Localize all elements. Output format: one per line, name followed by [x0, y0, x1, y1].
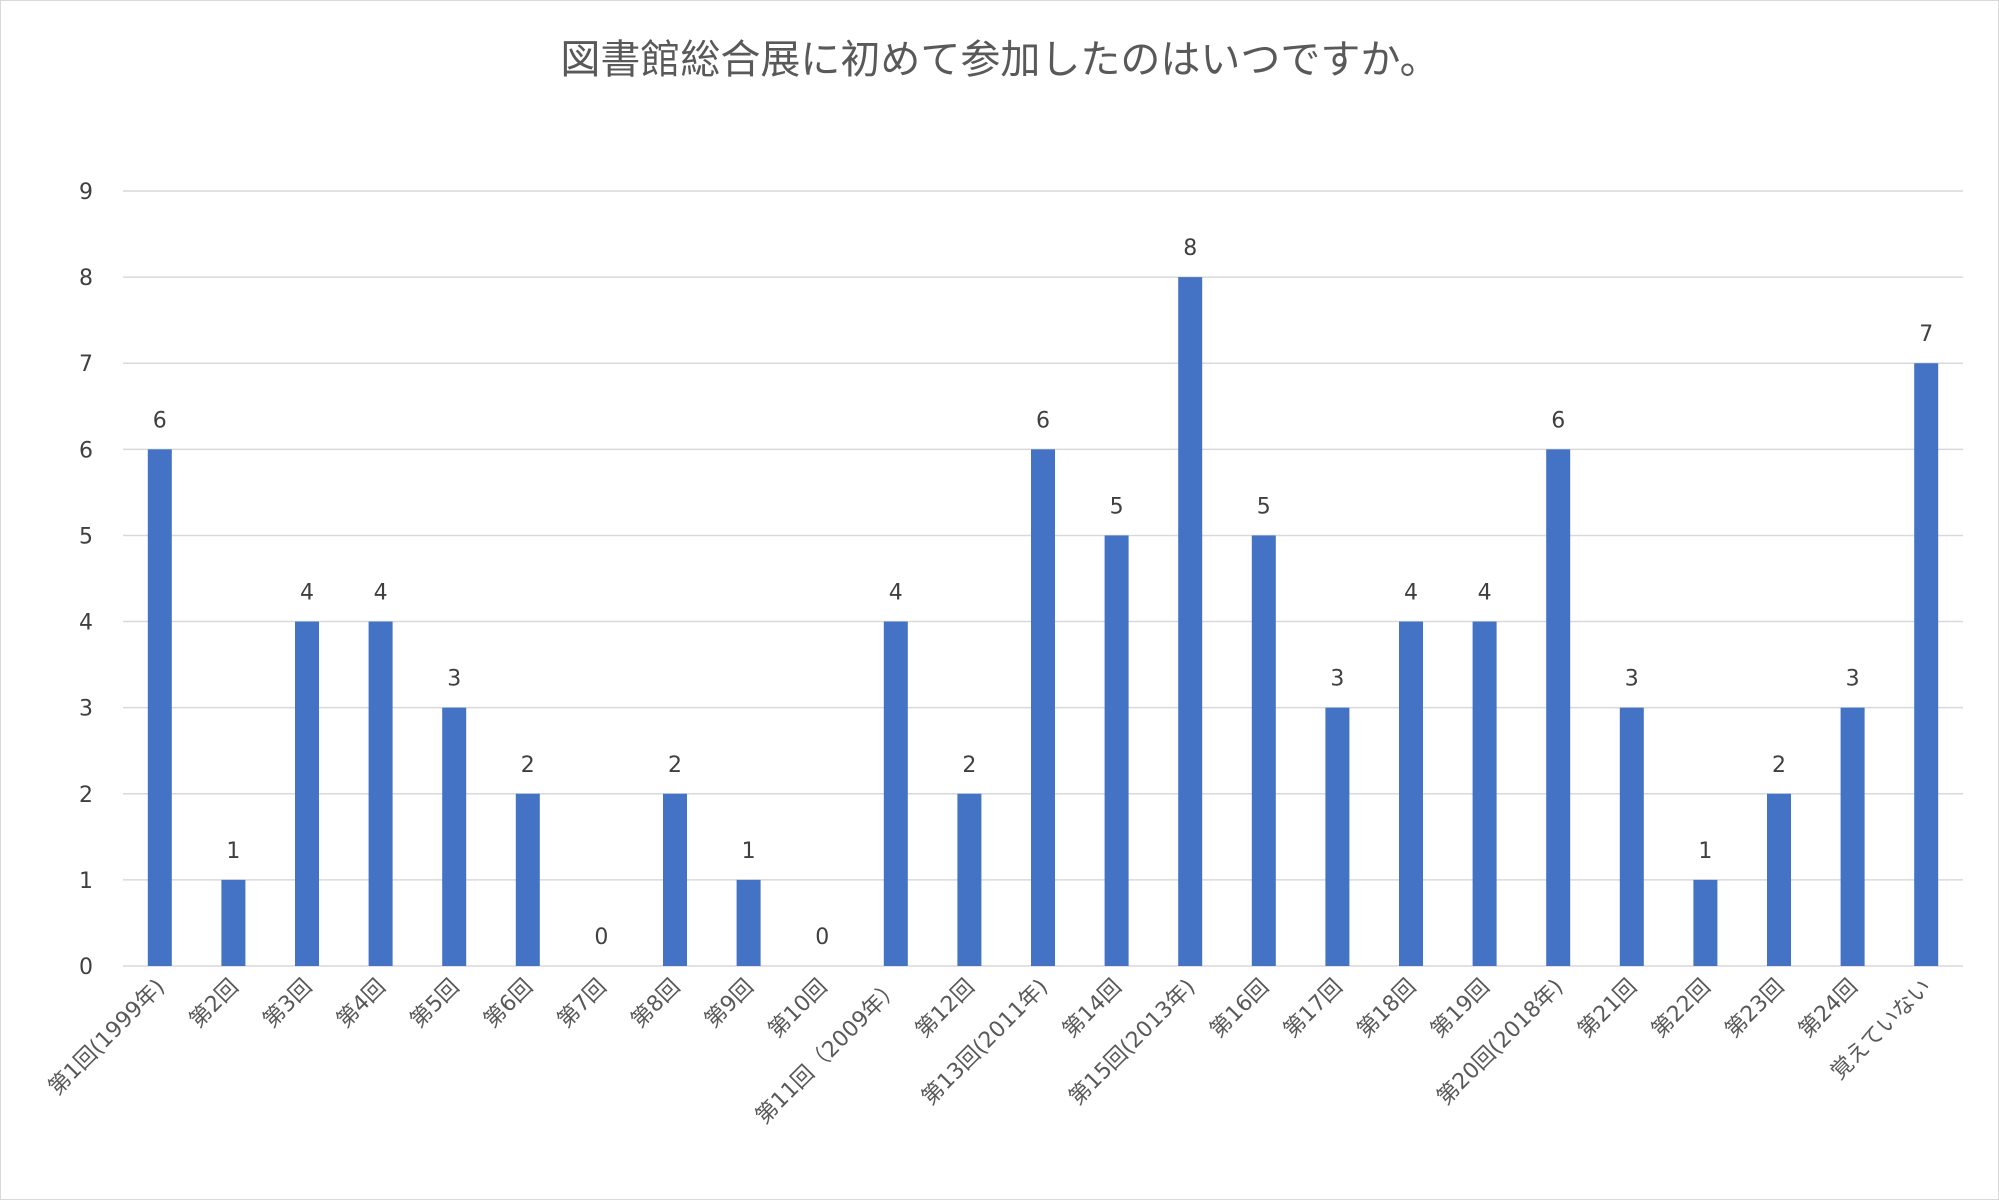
- x-tick-label: 第10回: [764, 975, 833, 1044]
- data-label: 4: [889, 581, 903, 606]
- bar: [1178, 277, 1203, 967]
- bar: [1693, 879, 1718, 966]
- bar: [221, 879, 246, 966]
- data-label: 1: [1698, 839, 1712, 864]
- x-tick-label: 第11回（2009年）: [751, 975, 906, 1130]
- bar: [1325, 707, 1350, 966]
- bar: [1619, 707, 1644, 966]
- bar: [1914, 363, 1939, 966]
- data-label: 1: [226, 839, 240, 864]
- data-label: 6: [153, 408, 167, 433]
- y-tick-label: 8: [79, 266, 93, 291]
- data-labels: 6 1 4 4 3 2 0 2 1 0 4 2 6 5 8 5 3 4 4 6 3 1 2 3 7: [153, 236, 1933, 950]
- bar: [1546, 449, 1571, 966]
- bar: [1104, 535, 1129, 966]
- y-tick-label: 7: [79, 352, 93, 377]
- bar: [147, 449, 172, 966]
- data-label: 7: [1919, 322, 1933, 347]
- y-tick-label: 5: [79, 524, 93, 549]
- data-label: 4: [1404, 581, 1418, 606]
- data-label: 6: [1551, 408, 1565, 433]
- bar: [442, 707, 467, 966]
- data-label: 2: [1772, 753, 1786, 778]
- x-tick-label: 第3回: [259, 975, 318, 1034]
- data-label: 4: [300, 581, 314, 606]
- chart-title: 図書館総合展に初めて参加したのはいつですか。: [560, 37, 1439, 83]
- bar: [663, 793, 687, 966]
- bar: [1251, 535, 1276, 966]
- x-tick-label: 第1回(1999年): [44, 975, 170, 1101]
- data-label: 4: [374, 581, 388, 606]
- bars: [147, 277, 1939, 967]
- x-tick-label: 第12回: [911, 975, 980, 1044]
- x-tick-label: 第6回: [479, 975, 538, 1034]
- y-tick-label: 3: [79, 697, 93, 722]
- x-tick-label: 第16回: [1205, 975, 1274, 1044]
- data-label: 5: [1110, 494, 1124, 519]
- bar: [883, 621, 908, 966]
- x-tick-label: 第4回: [332, 975, 391, 1034]
- x-tick-label: 第2回: [185, 975, 244, 1034]
- x-tick-label: 第15回(2013年): [1065, 975, 1201, 1111]
- x-tick-label: 第24回: [1794, 975, 1863, 1044]
- data-label: 2: [962, 753, 976, 778]
- x-tick-label: 第17回: [1279, 975, 1348, 1044]
- x-tick-label: 第7回: [553, 975, 612, 1034]
- x-tick-label: 第23回: [1721, 975, 1790, 1044]
- data-label: 2: [668, 753, 682, 778]
- data-label: 3: [1330, 667, 1344, 692]
- x-tick-label: 第14回: [1058, 975, 1127, 1044]
- data-label: 2: [521, 753, 535, 778]
- x-tick-label: 第20回(2018年): [1433, 975, 1569, 1111]
- data-label: 8: [1183, 236, 1197, 261]
- bar: [295, 621, 319, 966]
- bar: [1767, 793, 1791, 966]
- bar: [1031, 449, 1055, 966]
- y-tick-label: 1: [79, 869, 93, 894]
- data-label: 3: [1625, 667, 1639, 692]
- x-tick-label: 第8回: [627, 975, 686, 1034]
- data-label: 6: [1036, 408, 1050, 433]
- bar: [1472, 621, 1497, 966]
- x-tick-label: 第5回: [406, 975, 465, 1034]
- x-tick-label: 第19回: [1426, 975, 1495, 1044]
- bar: [1399, 621, 1423, 966]
- x-tick-label: 第13回(2011年): [917, 975, 1053, 1111]
- data-label: 1: [742, 839, 756, 864]
- x-axis-ticks: 第1回(1999年) 第2回 第3回 第4回 第5回 第6回 第7回 第8回 第9回 第10回第1…: [44, 975, 1936, 1130]
- bar: [736, 879, 761, 966]
- y-tick-label: 4: [79, 611, 93, 636]
- data-label: 5: [1257, 494, 1271, 519]
- bar: [515, 793, 540, 966]
- bar: [1840, 707, 1865, 966]
- y-tick-label: 6: [79, 438, 93, 463]
- bar: [957, 793, 982, 966]
- bar: [368, 621, 393, 966]
- x-tick-label: 第22回: [1647, 975, 1716, 1044]
- data-label: 4: [1478, 581, 1492, 606]
- x-tick-label: 第18回: [1353, 975, 1422, 1044]
- data-label: 3: [447, 667, 461, 692]
- x-tick-label: 第9回: [700, 975, 759, 1034]
- data-label: 3: [1846, 667, 1860, 692]
- y-tick-label: 0: [79, 955, 93, 980]
- y-axis-ticks: 0 1 2 3 4 5 6 7 8 9: [79, 180, 93, 980]
- data-label: 0: [815, 925, 829, 950]
- y-tick-label: 2: [79, 783, 93, 808]
- data-label: 0: [594, 925, 608, 950]
- y-tick-label: 9: [79, 180, 93, 205]
- x-tick-label: 第21回: [1573, 975, 1642, 1044]
